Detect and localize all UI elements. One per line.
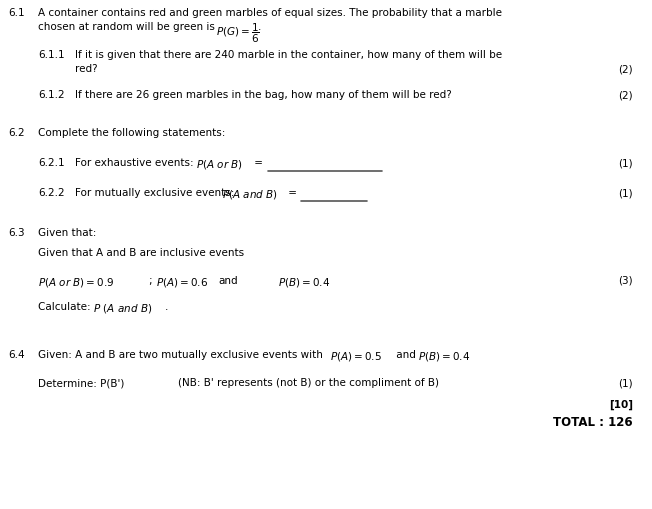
Text: 6.1: 6.1 <box>8 8 25 18</box>
Text: Given that:: Given that: <box>38 228 96 238</box>
Text: ;: ; <box>148 275 152 286</box>
Text: (NB: B' represents (not B) or the compliment of B): (NB: B' represents (not B) or the compli… <box>178 377 439 387</box>
Text: red?: red? <box>75 64 98 74</box>
Text: (1): (1) <box>618 158 633 167</box>
Text: A container contains red and green marbles of equal sizes. The probability that : A container contains red and green marbl… <box>38 8 502 18</box>
Text: .: . <box>165 301 168 312</box>
Text: For exhaustive events:: For exhaustive events: <box>75 158 197 167</box>
Text: $P\ (A\ \mathit{and}\ B)$: $P\ (A\ \mathit{and}\ B)$ <box>93 301 153 315</box>
Text: $P(A\ \mathit{and}\ B)$: $P(A\ \mathit{and}\ B)$ <box>222 188 278 201</box>
Text: Given that A and B are inclusive events: Given that A and B are inclusive events <box>38 247 244 258</box>
Text: (2): (2) <box>618 64 633 74</box>
Text: $P(A) = 0.6$: $P(A) = 0.6$ <box>156 275 208 289</box>
Text: 6.3: 6.3 <box>8 228 25 238</box>
Text: 6.2.1: 6.2.1 <box>38 158 65 167</box>
Text: and: and <box>218 275 237 286</box>
Text: Determine: P(B'): Determine: P(B') <box>38 377 125 387</box>
Text: (3): (3) <box>618 275 633 286</box>
Text: (1): (1) <box>618 188 633 197</box>
Text: If it is given that there are 240 marble in the container, how many of them will: If it is given that there are 240 marble… <box>75 50 502 60</box>
Text: chosen at random will be green is: chosen at random will be green is <box>38 22 218 32</box>
Text: $P(G) = \dfrac{1}{6}$: $P(G) = \dfrac{1}{6}$ <box>216 22 259 45</box>
Text: $P(A\ \mathit{or}\ B) = 0.9$: $P(A\ \mathit{or}\ B) = 0.9$ <box>38 275 115 289</box>
Text: $P(A) = 0.5$: $P(A) = 0.5$ <box>330 349 382 362</box>
Text: $P(A\ \mathit{or}\ B)$: $P(A\ \mathit{or}\ B)$ <box>196 158 243 171</box>
Text: .: . <box>258 22 261 32</box>
Text: Complete the following statements:: Complete the following statements: <box>38 128 226 138</box>
Text: (1): (1) <box>618 377 633 387</box>
Text: 6.2.2: 6.2.2 <box>38 188 65 197</box>
Text: =: = <box>285 188 297 197</box>
Text: 6.1.2: 6.1.2 <box>38 90 65 100</box>
Text: (2): (2) <box>618 90 633 100</box>
Text: $P(B) = 0.4$: $P(B) = 0.4$ <box>418 349 470 362</box>
Text: 6.4: 6.4 <box>8 349 25 359</box>
Text: If there are 26 green marbles in the bag, how many of them will be red?: If there are 26 green marbles in the bag… <box>75 90 452 100</box>
Text: Calculate:: Calculate: <box>38 301 94 312</box>
Text: 6.2: 6.2 <box>8 128 25 138</box>
Text: For mutually exclusive events:: For mutually exclusive events: <box>75 188 237 197</box>
Text: [10]: [10] <box>609 399 633 409</box>
Text: TOTAL : 126: TOTAL : 126 <box>554 415 633 428</box>
Text: $P(B) = 0.4$: $P(B) = 0.4$ <box>278 275 330 289</box>
Text: =: = <box>251 158 263 167</box>
Text: and: and <box>393 349 419 359</box>
Text: 6.1.1: 6.1.1 <box>38 50 65 60</box>
Text: Given: A and B are two mutually exclusive events with: Given: A and B are two mutually exclusiv… <box>38 349 326 359</box>
